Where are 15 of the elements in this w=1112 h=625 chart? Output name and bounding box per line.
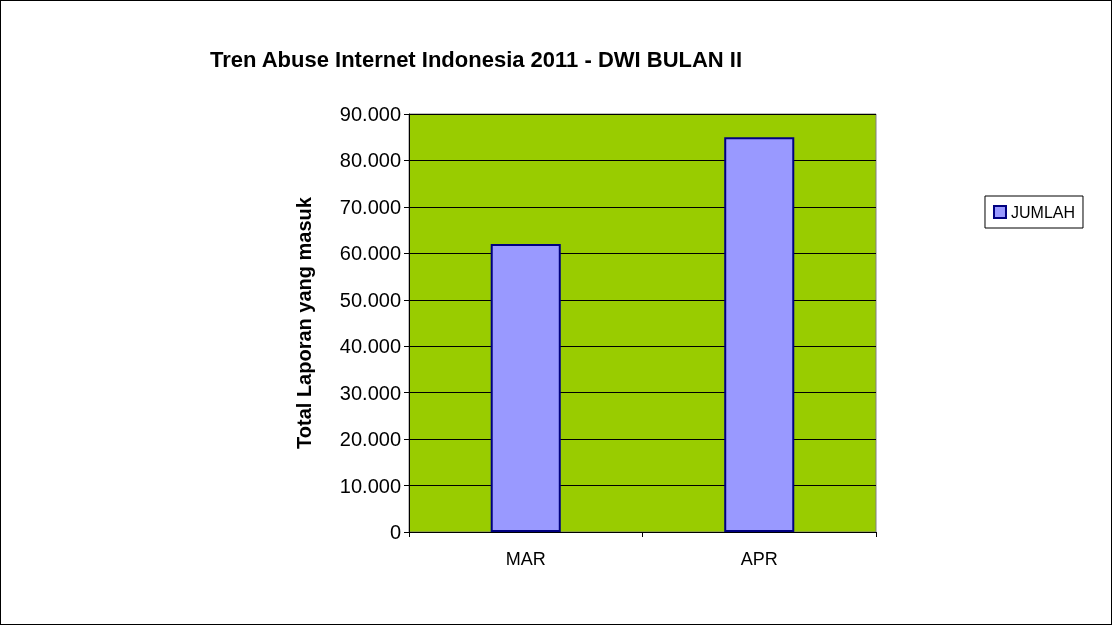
y-tick-label: 10.000 <box>339 474 401 497</box>
y-tick-label: 80.000 <box>339 149 401 172</box>
x-tick-label: MAR <box>505 549 546 569</box>
y-tick-label: 60.000 <box>339 242 401 265</box>
chart-title: Tren Abuse Internet Indonesia 2011 - DWI BULAN II <box>209 46 743 72</box>
legend-label: JUMLAH <box>1010 203 1076 221</box>
x-tick-label: APR <box>740 549 778 569</box>
y-tick-label: 0 <box>389 521 401 543</box>
y-tick-label: 50.000 <box>339 288 401 311</box>
y-tick-label: 20.000 <box>339 428 401 451</box>
y-tick-label: 90.000 <box>339 103 401 125</box>
y-axis-title: Total Laporan yang masuk <box>293 196 315 449</box>
y-tick-label: 70.000 <box>339 195 401 218</box>
y-tick-label: 40.000 <box>339 335 401 358</box>
y-tick-label: 30.000 <box>339 381 401 404</box>
